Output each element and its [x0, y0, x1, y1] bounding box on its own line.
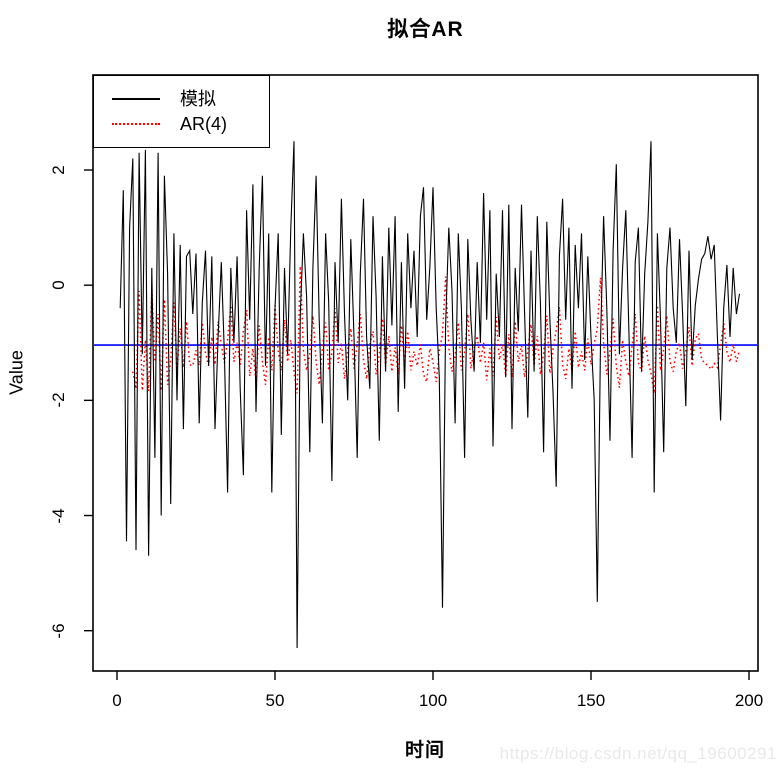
- legend-label-simulated: 模拟: [180, 89, 216, 109]
- y-tick-label: 2: [49, 165, 68, 175]
- x-tick-label: 0: [112, 691, 122, 710]
- x-tick-label: 50: [265, 691, 285, 710]
- solid-line-swatch: [112, 98, 160, 100]
- legend-label-ar4: AR(4): [180, 114, 228, 134]
- series-line-ar4: [132, 266, 741, 394]
- y-tick-label: -4: [49, 507, 68, 524]
- chart-title: 拟合AR: [387, 18, 464, 41]
- series-line-simulated: [119, 141, 741, 649]
- y-tick-label: -6: [49, 623, 68, 639]
- legend-item-simulated: 模拟: [112, 90, 269, 108]
- x-tick-label: 150: [576, 691, 606, 710]
- plot-border: [92, 74, 759, 672]
- x-axis-title: 时间: [404, 740, 445, 761]
- x-tick-label: 200: [734, 691, 764, 710]
- x-tick-label: 100: [418, 691, 448, 710]
- legend-item-ar4: AR(4): [112, 115, 269, 133]
- y-tick-label: -2: [49, 392, 68, 408]
- legend: 模拟 AR(4): [93, 75, 270, 148]
- dotted-line-swatch: [112, 123, 160, 125]
- y-axis-title: Value: [6, 350, 27, 395]
- watermark: https://blog.csdn.net/qq_19600291: [499, 744, 777, 763]
- y-tick-label: 0: [49, 280, 68, 290]
